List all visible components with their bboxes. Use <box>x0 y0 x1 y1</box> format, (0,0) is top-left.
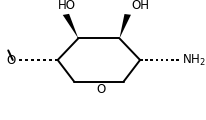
Text: O: O <box>6 54 15 66</box>
Text: HO: HO <box>58 0 76 12</box>
Polygon shape <box>63 14 78 38</box>
Text: NH$_2$: NH$_2$ <box>182 52 206 68</box>
Text: OH: OH <box>132 0 150 12</box>
Text: O: O <box>96 83 105 96</box>
Polygon shape <box>119 14 131 38</box>
